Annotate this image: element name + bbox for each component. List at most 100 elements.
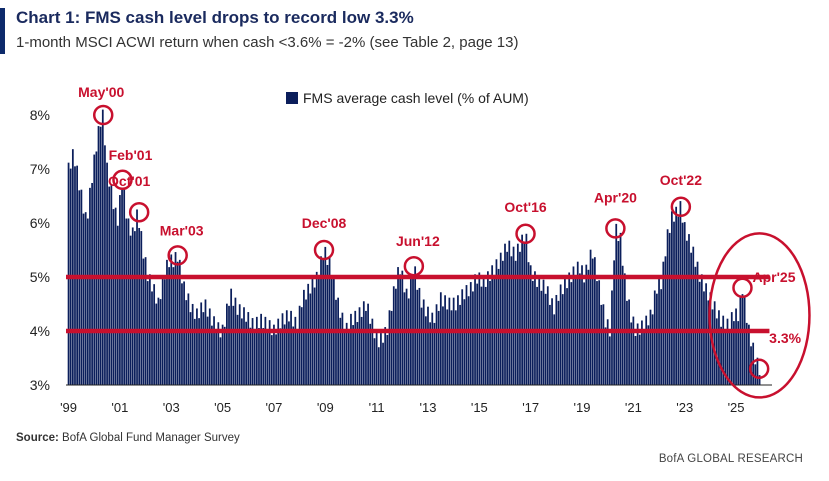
cash-bar bbox=[745, 322, 748, 385]
cash-bar bbox=[129, 235, 132, 385]
cash-bar bbox=[249, 327, 252, 385]
cash-bar bbox=[131, 227, 134, 385]
chart-subtitle: 1-month MSCI ACWI return when cash <3.6%… bbox=[16, 34, 519, 51]
cash-bar bbox=[713, 301, 716, 385]
cash-bar bbox=[362, 301, 365, 385]
annotation-circle bbox=[515, 223, 536, 245]
cash-bar bbox=[151, 291, 153, 385]
cash-bar bbox=[433, 322, 436, 385]
cash-bar bbox=[294, 316, 297, 385]
x-tick-label: '03 bbox=[163, 400, 180, 415]
cash-bar bbox=[429, 322, 431, 385]
x-tick-label: '21 bbox=[625, 400, 642, 415]
cash-bar bbox=[290, 310, 292, 385]
cash-bar bbox=[80, 189, 83, 385]
cash-bar bbox=[585, 264, 588, 385]
cash-bar bbox=[617, 241, 620, 385]
annotation-label: Dec'08 bbox=[302, 215, 347, 231]
cash-bar bbox=[86, 218, 89, 385]
cash-bar bbox=[211, 325, 213, 385]
cash-bar bbox=[95, 151, 98, 385]
cash-bar bbox=[465, 285, 468, 385]
cash-bar bbox=[232, 305, 235, 385]
cash-bar bbox=[386, 334, 389, 385]
cash-bar bbox=[236, 314, 239, 385]
cash-bar bbox=[469, 282, 472, 385]
cash-bar bbox=[437, 310, 440, 385]
cash-bar bbox=[690, 252, 692, 385]
highlight-ellipse bbox=[708, 232, 811, 399]
cash-bar bbox=[243, 307, 245, 385]
cash-bar bbox=[748, 324, 750, 385]
cash-bar bbox=[608, 336, 611, 385]
cash-bar bbox=[108, 186, 111, 385]
cash-bar bbox=[495, 259, 498, 385]
cash-bar bbox=[572, 266, 575, 385]
cash-bar bbox=[422, 299, 425, 385]
annotation-label: Apr'25 bbox=[752, 269, 795, 285]
cash-bar bbox=[380, 333, 382, 385]
cash-bar bbox=[206, 316, 209, 385]
cash-bar bbox=[553, 314, 556, 385]
cash-bar bbox=[523, 242, 526, 385]
cash-bar bbox=[683, 222, 686, 385]
x-tick-label: '23 bbox=[676, 400, 693, 415]
cash-bar bbox=[343, 332, 346, 385]
annotation-circle bbox=[128, 201, 150, 223]
cash-bar bbox=[101, 109, 104, 385]
cash-bar bbox=[390, 310, 393, 385]
cash-bar bbox=[125, 218, 128, 385]
cash-bar bbox=[337, 297, 339, 385]
cash-bar bbox=[405, 288, 408, 385]
cash-bar bbox=[326, 264, 329, 385]
cash-bar bbox=[510, 256, 513, 385]
cash-bar bbox=[424, 316, 427, 385]
cash-bar bbox=[628, 299, 630, 385]
cash-bar bbox=[583, 282, 586, 385]
cash-bar bbox=[142, 258, 145, 385]
cash-bar bbox=[238, 304, 241, 385]
x-tick-label: '07 bbox=[265, 400, 282, 415]
cash-bar bbox=[715, 318, 718, 385]
cash-bar bbox=[84, 212, 87, 385]
cash-bar bbox=[516, 243, 519, 385]
y-tick-label: 6% bbox=[30, 215, 50, 231]
cash-bar bbox=[198, 318, 200, 385]
cash-bar bbox=[170, 254, 173, 385]
cash-bar bbox=[653, 290, 656, 385]
cash-bar bbox=[606, 319, 609, 385]
cash-bar bbox=[266, 331, 269, 385]
cash-bar bbox=[549, 304, 551, 385]
cash-bar bbox=[82, 213, 85, 385]
cash-bar bbox=[501, 260, 504, 385]
cash-bar bbox=[705, 283, 707, 385]
annotation-circle bbox=[112, 169, 133, 191]
cash-bar bbox=[499, 252, 502, 385]
annotation-circle bbox=[748, 358, 770, 380]
cash-bar bbox=[726, 318, 729, 385]
cash-bar bbox=[168, 267, 170, 385]
cash-bar bbox=[189, 312, 192, 385]
cash-bar bbox=[566, 288, 568, 385]
cash-bar bbox=[215, 331, 218, 385]
cash-bar bbox=[264, 316, 267, 385]
x-tick-label: '09 bbox=[317, 400, 334, 415]
cash-bar bbox=[303, 289, 305, 385]
cash-bar bbox=[414, 266, 417, 385]
cash-bar bbox=[373, 338, 376, 385]
cash-bar bbox=[600, 304, 603, 385]
cash-bar bbox=[185, 300, 188, 385]
cash-bar bbox=[611, 290, 613, 385]
x-tick-label: '25 bbox=[728, 400, 745, 415]
cash-bar bbox=[651, 314, 654, 385]
cash-bar bbox=[71, 149, 74, 385]
cash-bar bbox=[664, 256, 667, 385]
y-tick-label: 4% bbox=[30, 323, 50, 339]
cash-bar bbox=[283, 324, 286, 385]
cash-bar bbox=[448, 297, 451, 385]
cash-bar bbox=[527, 262, 530, 385]
x-tick-label: '15 bbox=[471, 400, 488, 415]
cash-bar bbox=[155, 303, 158, 385]
annotation-label: Apr'20 bbox=[594, 189, 637, 205]
cash-bar bbox=[228, 305, 230, 385]
